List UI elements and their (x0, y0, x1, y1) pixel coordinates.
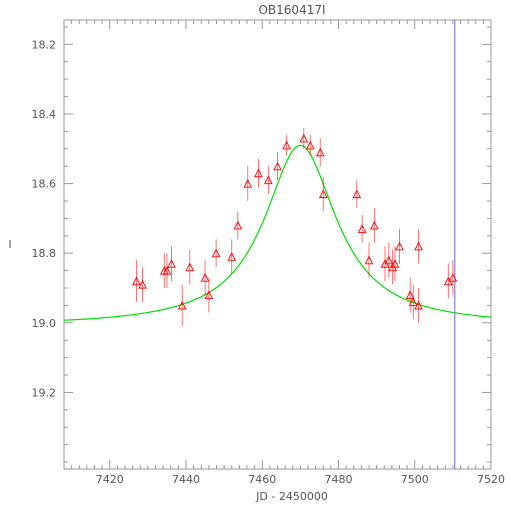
x-tick-label: 7520 (477, 473, 505, 486)
triangle-marker (138, 279, 147, 289)
data-point (414, 288, 423, 323)
data-point (390, 246, 400, 282)
data-point (448, 260, 458, 295)
triangle-marker (254, 168, 263, 178)
data-point (243, 166, 253, 201)
data-point (200, 260, 210, 295)
triangle-marker (132, 276, 141, 286)
triangle-marker (364, 255, 374, 265)
triangle-marker (200, 272, 210, 282)
data-point (204, 277, 214, 313)
y-axis: 18.2 18.4 18.6 18.8 19.0 19.2 (32, 26, 491, 463)
triangle-marker (282, 140, 291, 150)
triangle-marker (405, 290, 415, 300)
data-point (177, 284, 187, 327)
triangle-marker (177, 300, 187, 310)
triangle-marker (390, 259, 400, 268)
x-tick-label: 7440 (172, 473, 200, 486)
triangle-marker (318, 189, 328, 199)
triangle-marker (167, 259, 176, 268)
data-points-layer (132, 127, 458, 327)
y-tick-label: 18.2 (32, 38, 57, 51)
y-tick-label: 19.2 (32, 386, 57, 399)
data-point (305, 134, 315, 156)
triangle-marker (227, 252, 237, 261)
triangle-marker (305, 140, 315, 150)
y-tick-label: 18.4 (32, 108, 57, 121)
plot-frame (63, 19, 492, 470)
data-point (357, 214, 367, 243)
triangle-marker (162, 265, 172, 275)
data-point (318, 176, 328, 212)
triangle-marker (299, 133, 309, 143)
triangle-marker (243, 178, 253, 188)
data-point (315, 138, 325, 167)
triangle-marker (352, 189, 362, 199)
triangle-marker (370, 220, 379, 230)
data-point (405, 277, 415, 313)
data-point (211, 239, 221, 268)
data-point (273, 152, 282, 181)
triangle-marker (414, 300, 423, 310)
triangle-marker (264, 175, 273, 185)
x-axis: 7420 7440 7460 7480 7500 7520 (63, 20, 505, 486)
triangle-marker (185, 262, 195, 272)
data-point (132, 260, 141, 302)
triangle-marker (357, 224, 367, 233)
triangle-marker (204, 290, 214, 300)
plot-area (63, 19, 492, 470)
data-point (370, 207, 379, 243)
y-tick-label: 18.8 (32, 247, 57, 260)
triangle-marker (384, 255, 394, 265)
triangle-marker (408, 297, 418, 306)
triangle-marker (315, 147, 325, 157)
data-point (138, 267, 147, 302)
x-tick-label: 7500 (401, 473, 429, 486)
data-point (414, 228, 423, 264)
x-tick-label: 7480 (325, 473, 353, 486)
data-point (384, 242, 394, 278)
y-tick-label: 19.0 (32, 317, 57, 330)
data-point (254, 159, 263, 188)
data-point (162, 253, 172, 289)
triangle-marker (273, 161, 282, 171)
triangle-marker (211, 248, 221, 258)
data-point (299, 127, 309, 149)
data-point (352, 180, 362, 208)
x-tick-label: 7420 (96, 473, 124, 486)
data-point (227, 239, 237, 275)
y-axis-label: I (8, 238, 11, 251)
triangle-marker (233, 220, 243, 230)
triangle-marker (414, 241, 423, 251)
data-point (233, 211, 243, 240)
triangle-marker (448, 272, 458, 282)
data-point (395, 228, 404, 264)
triangle-marker (395, 241, 404, 251)
data-point (167, 246, 176, 282)
data-point (264, 166, 273, 195)
x-tick-label: 7460 (248, 473, 276, 486)
y-tick-label: 18.6 (32, 178, 57, 191)
data-point (282, 134, 291, 156)
data-point (364, 242, 374, 278)
data-point (185, 249, 195, 285)
chart-title: OB160417I (258, 3, 325, 17)
x-axis-label: JD - 2450000 (255, 490, 328, 503)
data-point (408, 284, 418, 320)
